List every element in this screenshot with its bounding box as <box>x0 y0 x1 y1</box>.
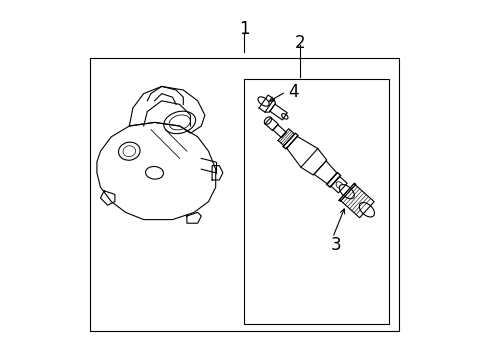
Text: 2: 2 <box>294 34 305 52</box>
Bar <box>89 58 399 331</box>
Text: 3: 3 <box>330 236 341 254</box>
Ellipse shape <box>281 114 287 119</box>
Text: 4: 4 <box>287 83 298 101</box>
Ellipse shape <box>359 202 374 217</box>
Ellipse shape <box>339 185 354 199</box>
Ellipse shape <box>258 97 268 106</box>
Ellipse shape <box>264 117 271 124</box>
Bar <box>244 79 387 324</box>
Text: 1: 1 <box>239 20 249 38</box>
